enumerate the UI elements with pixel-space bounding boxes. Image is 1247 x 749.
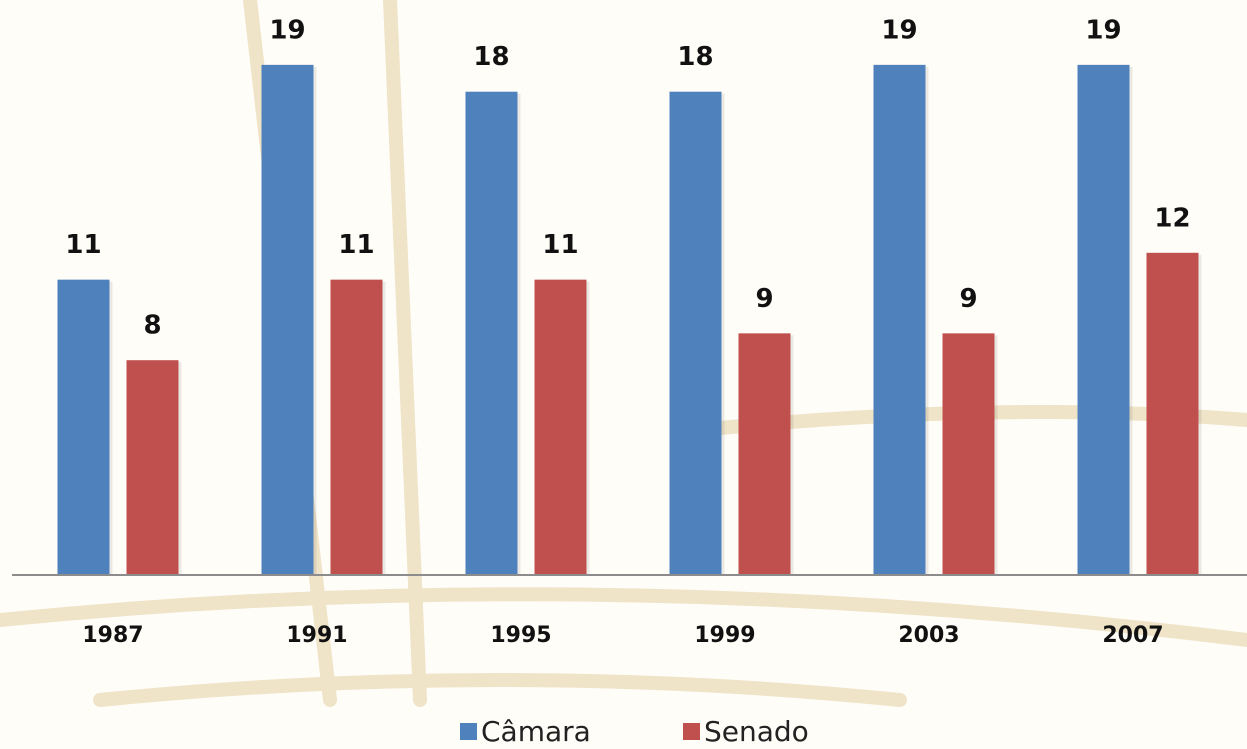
bar	[738, 333, 791, 575]
bar	[1077, 64, 1130, 575]
sketch-stroke	[0, 587, 1247, 647]
data-label: 11	[338, 230, 374, 260]
x-tick-label: 1991	[286, 623, 347, 648]
sketch-stroke	[383, 0, 427, 707]
data-label: 18	[677, 42, 713, 72]
bar	[873, 64, 926, 575]
bar	[330, 279, 383, 575]
data-label: 8	[143, 311, 161, 341]
data-label: 9	[959, 284, 977, 314]
legend-swatch	[460, 723, 477, 740]
x-tick-label: 1987	[82, 623, 143, 648]
bar	[57, 279, 110, 575]
x-tick-label: 1999	[694, 623, 755, 648]
bar	[669, 91, 722, 575]
data-label: 11	[65, 230, 101, 260]
data-label: 19	[881, 15, 917, 45]
legend-label: Câmara	[481, 715, 591, 748]
background-sketch	[0, 0, 1247, 707]
legend-label: Senado	[704, 715, 809, 748]
legend-swatch	[683, 723, 700, 740]
data-label: 19	[269, 15, 305, 45]
x-tick-label: 2007	[1102, 623, 1163, 648]
bar	[1146, 252, 1199, 576]
data-label: 9	[755, 284, 773, 314]
x-tick-label: 1995	[490, 623, 551, 648]
data-label: 19	[1085, 15, 1121, 45]
bar	[465, 91, 518, 575]
x-tick-label: 2003	[898, 623, 959, 648]
bar	[534, 279, 587, 575]
bar	[126, 360, 179, 575]
data-label: 12	[1154, 203, 1190, 233]
sketch-stroke	[93, 673, 907, 707]
bar	[261, 64, 314, 575]
data-label: 18	[473, 42, 509, 72]
bar	[942, 333, 995, 575]
data-label: 11	[542, 230, 578, 260]
